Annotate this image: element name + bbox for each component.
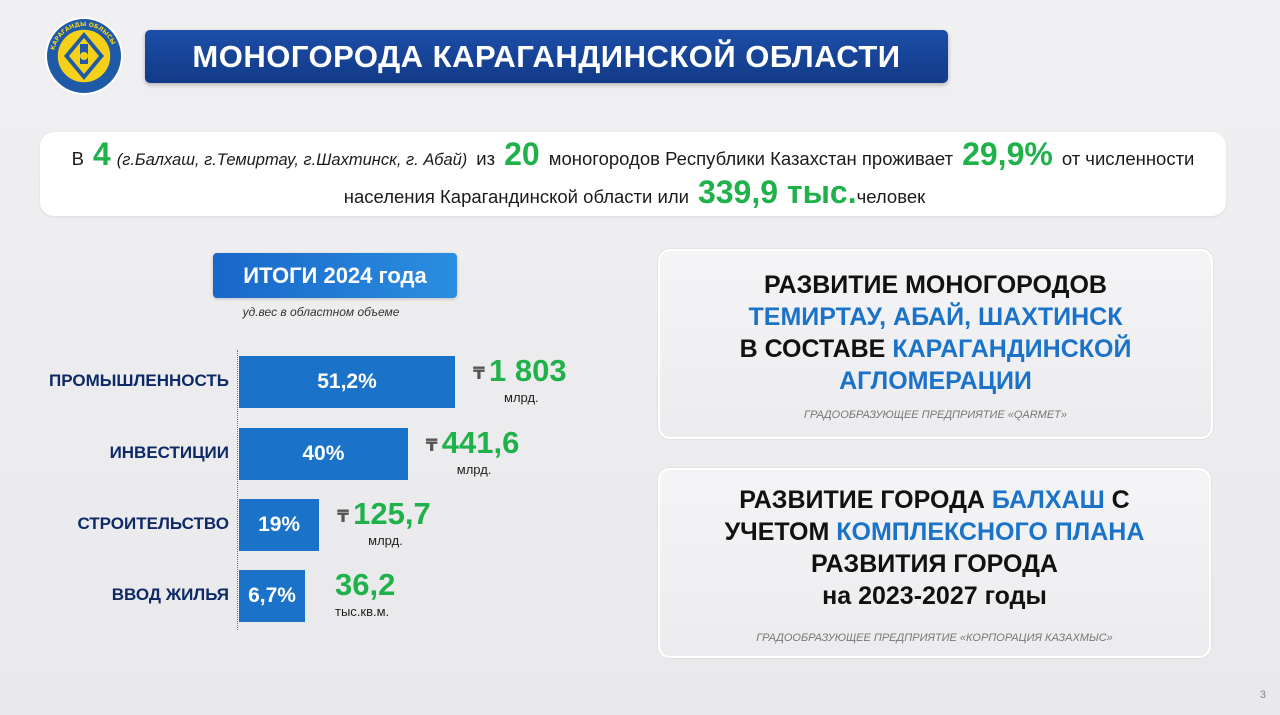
intro-population: 339,9 тыс.	[697, 174, 857, 210]
amount-label: 1 803	[489, 353, 567, 388]
tenge-icon: ₸	[425, 436, 438, 455]
tenge-icon: ₸	[473, 364, 485, 383]
bar-value-label: 51,2%	[317, 370, 377, 393]
amount-label: 125,7	[353, 496, 431, 531]
card1-line: ТЕМИРТАУ, АБАЙ, ШАХТИНСК	[748, 303, 1123, 331]
card2-line: РАЗВИТИЯ ГОРОДА	[811, 550, 1058, 578]
intro-card: В 4 (г.Балхаш, г.Темиртау, г.Шахтинск, г…	[40, 132, 1226, 216]
bar: 40%	[239, 428, 408, 480]
bar-value-label: 6,7%	[248, 584, 296, 607]
intro-text: из	[476, 148, 496, 169]
bar: 51,2%	[239, 356, 455, 408]
bar: 6,7%	[239, 570, 305, 622]
bar-value-label: 19%	[258, 513, 301, 536]
bar-value-label: 40%	[302, 442, 345, 465]
card1-line: КАРАГАНДИНСКОЙ	[892, 335, 1132, 363]
page-title: МОНОГОРОДА КАРАГАНДИНСКОЙ ОБЛАСТИ	[192, 38, 901, 74]
category-label: ИНВЕСТИЦИИ	[109, 443, 229, 462]
card1-footnote: ГРАДООБРАЗУЮЩЕЕ ПРЕДПРИЯТИЕ «QARMET»	[803, 409, 1068, 421]
card2-footnote: ГРАДООБРАЗУЮЩЕЕ ПРЕДПРИЯТИЕ «КОРПОРАЦИЯ …	[756, 632, 1113, 644]
card2-line: РАЗВИТИЕ ГОРОДА	[739, 486, 985, 514]
intro-num-total: 20	[504, 136, 540, 172]
intro-line-1: В 4 (г.Балхаш, г.Темиртау, г.Шахтинск, г…	[40, 136, 1226, 176]
card2-line: УЧЕТОМ	[724, 518, 830, 546]
chart-axis	[237, 350, 238, 630]
intro-share: 29,9%	[962, 136, 1053, 172]
intro-text: от численности	[1061, 148, 1195, 169]
regional-emblem-icon: КАРАГАНДЫ ОБЛЫСЫ	[45, 17, 123, 95]
category-label: СТРОИТЕЛЬСТВО	[77, 514, 229, 533]
intro-text: В	[71, 148, 84, 169]
intro-num-cities: 4	[92, 136, 111, 172]
bar: 19%	[239, 499, 320, 551]
intro-text: человек	[856, 186, 926, 207]
intro-text: населения Карагандинской области или	[343, 186, 689, 207]
card1-line: РАЗВИТИЕ МОНОГОРОДОВ	[764, 271, 1107, 299]
unit-label: тыс.кв.м.	[335, 604, 390, 619]
card-agglomeration: РАЗВИТИЕ МОНОГОРОДОВ ТЕМИРТАУ, АБАЙ, ШАХ…	[658, 249, 1213, 439]
card2-line: БАЛХАШ	[991, 486, 1105, 514]
unit-label: млрд.	[368, 533, 403, 548]
intro-line-2: населения Карагандинской области или 339…	[40, 174, 1226, 214]
unit-label: млрд.	[504, 390, 539, 405]
intro-text: моногородов Республики Казахстан прожива…	[548, 148, 954, 169]
category-label: ВВОД ЖИЛЬЯ	[111, 585, 229, 604]
amount-label: 36,2	[335, 567, 396, 602]
card1-line: В СОСТАВЕ	[739, 335, 886, 363]
card-balkhash: РАЗВИТИЕ ГОРОДА БАЛХАШ С УЧЕТОМ КОМПЛЕКС…	[658, 468, 1211, 658]
unit-label: млрд.	[456, 462, 492, 477]
category-label: ПРОМЫШЛЕННОСТЬ	[49, 371, 229, 390]
intro-cities-note: (г.Балхаш, г.Темиртау, г.Шахтинск, г. Аб…	[116, 151, 468, 169]
card2-line: С	[1111, 486, 1130, 514]
tenge-icon: ₸	[337, 507, 349, 526]
totals-subtitle: уд.вес в областном объеме	[242, 305, 400, 319]
page-number: 3	[1259, 689, 1266, 701]
amount-label: 441,6	[441, 425, 520, 460]
title-banner: МОНОГОРОДА КАРАГАНДИНСКОЙ ОБЛАСТИ	[145, 30, 948, 83]
totals-badge: ИТОГИ 2024 года	[213, 253, 457, 298]
card2-line: на 2023-2027 годы	[822, 582, 1047, 610]
card2-line: КОМПЛЕКСНОГО ПЛАНА	[836, 518, 1145, 546]
card1-line: АГЛОМЕРАЦИИ	[839, 367, 1032, 395]
